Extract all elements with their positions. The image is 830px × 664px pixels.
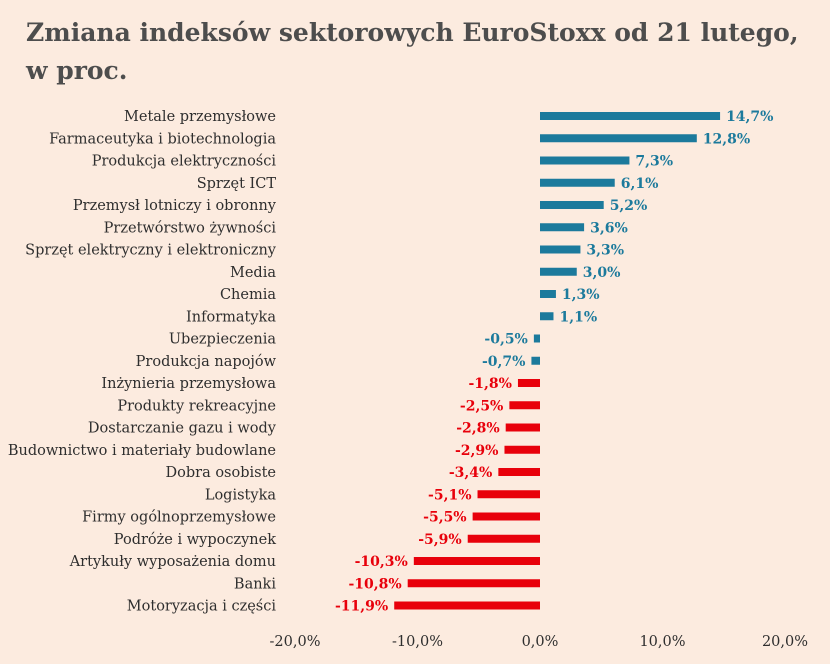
- bar: [540, 178, 615, 187]
- data-label: 6,1%: [621, 176, 659, 192]
- bar: [477, 490, 540, 499]
- data-label: 7,3%: [635, 154, 673, 170]
- category-label: Produkty rekreacyjne: [117, 398, 276, 414]
- bar: [394, 601, 540, 610]
- category-label: Motoryzacja i części: [127, 599, 277, 615]
- bar: [540, 267, 577, 276]
- data-label: -2,9%: [455, 443, 498, 459]
- category-label: Ubezpieczenia: [169, 332, 277, 348]
- bar: [533, 334, 540, 343]
- bar: [504, 445, 540, 454]
- data-label: -5,9%: [418, 532, 461, 548]
- bar: [540, 156, 630, 165]
- category-label: Chemia: [220, 287, 276, 303]
- bar: [540, 245, 581, 254]
- category-label: Budownictwo i materiały budowlane: [8, 443, 276, 459]
- bar: [540, 112, 721, 120]
- data-label: 5,2%: [610, 198, 648, 214]
- data-label: 1,3%: [562, 287, 600, 303]
- chart-title: Zmiana indeksów sektorowych EuroStoxx od…: [26, 18, 799, 85]
- data-label: 12,8%: [703, 131, 750, 147]
- bar: [472, 512, 540, 521]
- category-label: Metale przemysłowe: [124, 109, 276, 125]
- x-tick-label: -20,0%: [270, 634, 321, 650]
- bar: [540, 312, 554, 321]
- data-label: -0,5%: [484, 332, 527, 348]
- category-label: Sprzęt ICT: [197, 176, 277, 192]
- bar: [505, 423, 540, 432]
- data-label: 3,0%: [583, 265, 621, 281]
- category-label: Banki: [234, 576, 276, 592]
- bar: [509, 401, 540, 410]
- x-tick-label: 20,0%: [762, 634, 808, 650]
- x-tick-label: 0,0%: [522, 634, 559, 650]
- category-label: Inżynieria przemysłowa: [101, 376, 276, 392]
- category-label: Przemysł lotniczy i obronny: [73, 198, 277, 214]
- data-label: -5,1%: [428, 487, 471, 503]
- bar: [413, 557, 540, 565]
- category-label: Informatyka: [186, 309, 276, 325]
- data-label: -0,7%: [482, 354, 525, 370]
- data-label: -1,8%: [468, 376, 511, 392]
- data-label: -10,3%: [355, 554, 408, 570]
- bar: [517, 379, 540, 387]
- category-label: Dobra osobiste: [166, 465, 277, 481]
- data-label: -2,5%: [460, 398, 503, 414]
- category-label: Media: [230, 265, 276, 281]
- data-label: 1,1%: [559, 309, 597, 325]
- category-label: Logistyka: [205, 487, 277, 503]
- category-label: Artykuły wyposażenia domu: [69, 554, 276, 570]
- bar: [540, 223, 585, 232]
- data-label: 3,6%: [590, 220, 628, 236]
- data-label: -10,8%: [348, 576, 401, 592]
- data-label: -11,9%: [335, 599, 388, 615]
- bar: [540, 134, 697, 143]
- bar: [540, 290, 556, 298]
- bar: [407, 579, 540, 588]
- category-label: Sprzęt elektryczny i elektroniczny: [25, 243, 277, 259]
- data-label: 3,3%: [586, 243, 624, 259]
- x-tick-label: -10,0%: [392, 634, 443, 650]
- data-label: 14,7%: [726, 109, 773, 125]
- bar: [498, 468, 540, 476]
- bar: [467, 534, 540, 543]
- category-label: Produkcja elektryczności: [92, 154, 277, 170]
- data-label: -2,8%: [456, 421, 499, 437]
- category-label: Farmaceutyka i biotechnologia: [49, 131, 276, 147]
- data-label: -5,5%: [423, 510, 466, 526]
- x-tick-label: 10,0%: [639, 634, 685, 650]
- category-label: Firmy ogólnoprzemysłowe: [82, 510, 276, 526]
- data-label: -3,4%: [449, 465, 492, 481]
- category-label: Przetwórstwo żywności: [104, 220, 277, 236]
- bar: [540, 201, 604, 209]
- category-label: Dostarczanie gazu i wody: [88, 421, 277, 437]
- bar: [531, 356, 540, 365]
- category-label: Produkcja napojów: [136, 354, 277, 370]
- category-label: Podróże i wypoczynek: [114, 532, 276, 548]
